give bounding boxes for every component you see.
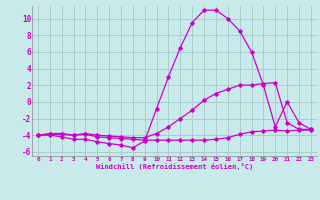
X-axis label: Windchill (Refroidissement éolien,°C): Windchill (Refroidissement éolien,°C)	[96, 163, 253, 170]
